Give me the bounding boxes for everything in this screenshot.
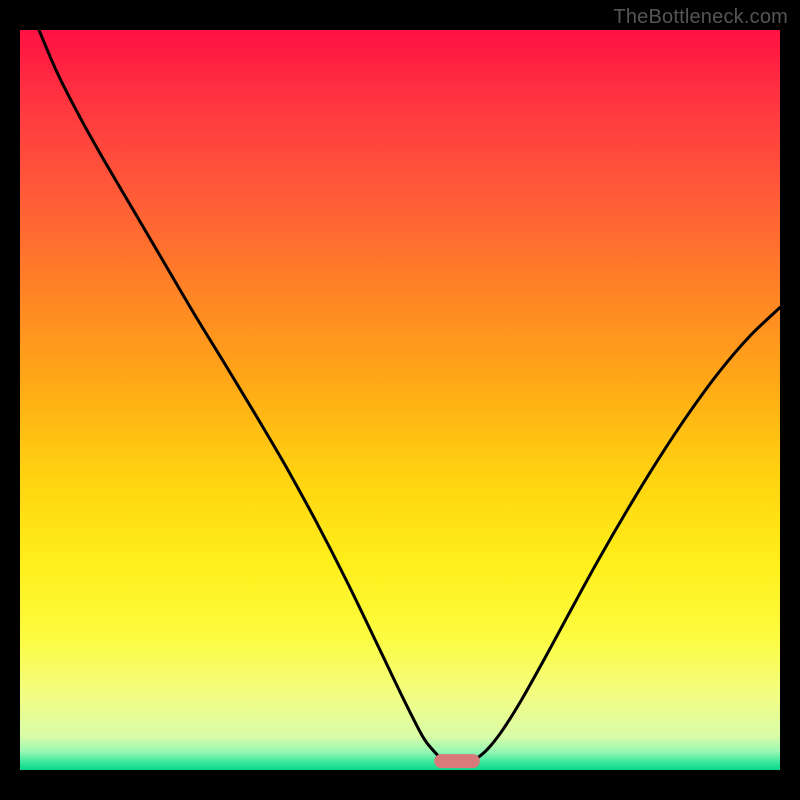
watermark-text: TheBottleneck.com: [613, 6, 788, 29]
bottleneck-marker: [434, 754, 480, 768]
plot-background: [20, 30, 780, 770]
bottleneck-chart: [0, 0, 800, 800]
chart-frame: TheBottleneck.com: [0, 0, 800, 800]
